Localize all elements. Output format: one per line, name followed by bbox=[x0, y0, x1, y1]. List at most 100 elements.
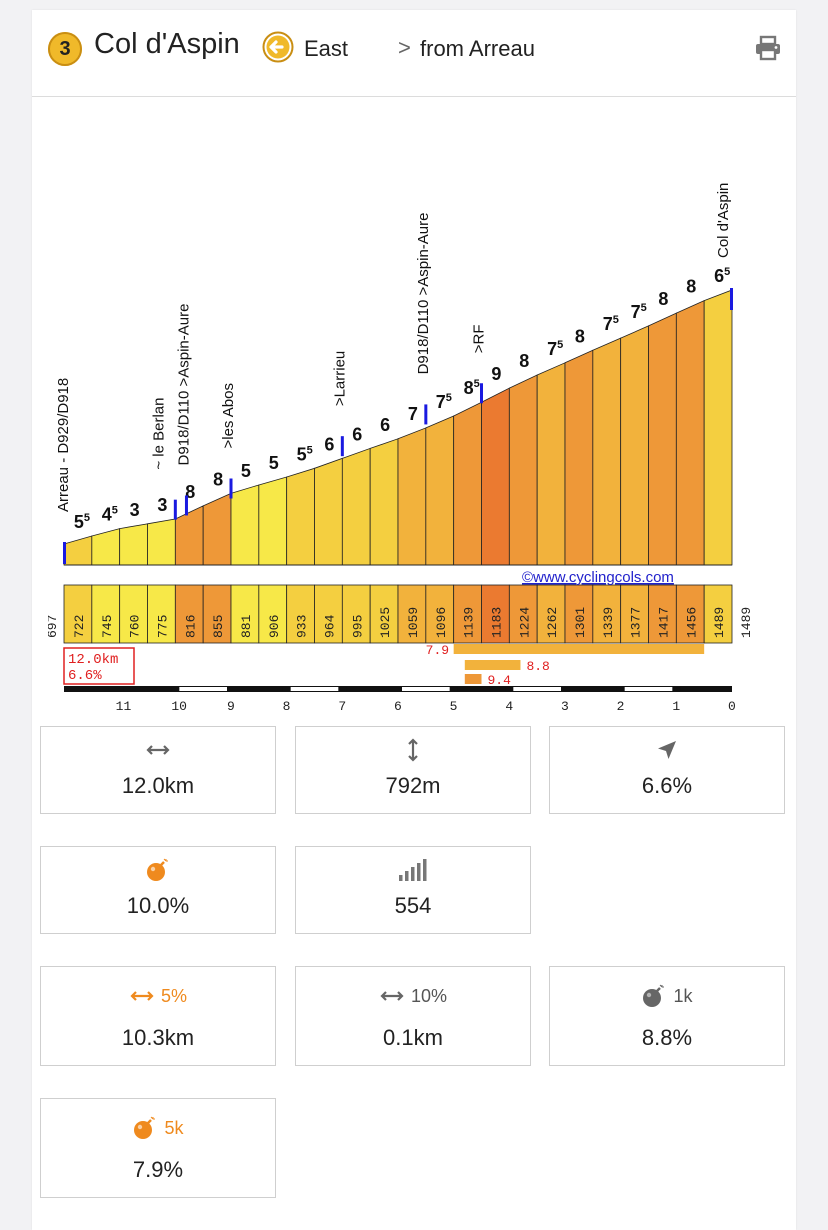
profile-segment bbox=[536, 362, 566, 566]
waypoint-label: Col d'Aspin bbox=[715, 183, 732, 258]
waypoint-label: ~ le Berlan bbox=[150, 398, 167, 470]
altitude-cell bbox=[397, 584, 427, 644]
segment-gradient-label: 75 bbox=[547, 339, 563, 359]
profile-segment bbox=[675, 299, 705, 566]
waypoint-label: >Larrieu bbox=[331, 351, 348, 406]
segment-gradient-label: 55 bbox=[297, 444, 313, 464]
altitude-cell bbox=[258, 584, 288, 644]
max-gradient-value: 10.0% bbox=[126, 893, 190, 918]
distance-over-10pct-label: 10% bbox=[410, 985, 448, 1006]
profile-segment bbox=[425, 415, 455, 566]
steepest-section-bar bbox=[464, 660, 521, 670]
km-tick-label: 1 bbox=[672, 699, 680, 714]
profile-segment bbox=[230, 484, 260, 566]
waypoint-marker bbox=[229, 478, 233, 499]
difficulty-value: 554 bbox=[394, 893, 432, 918]
km-tick-label: 7 bbox=[338, 699, 346, 714]
km-scale-cell bbox=[235, 687, 283, 691]
altitude-label: 1096 bbox=[434, 607, 449, 638]
km-tick-label: 8 bbox=[283, 699, 291, 714]
from-start-label[interactable]: from Arreau bbox=[420, 36, 535, 61]
bomb-icon bbox=[134, 1116, 156, 1139]
steepest-1k-value: 8.8% bbox=[641, 1025, 693, 1050]
altitude-label: 1301 bbox=[573, 607, 588, 638]
bomb-icon bbox=[643, 984, 665, 1007]
profile-segment bbox=[508, 374, 538, 566]
segment-gradient-label: 8 bbox=[686, 277, 696, 297]
km-tick-label: 4 bbox=[505, 699, 513, 714]
altitude-cell bbox=[119, 584, 148, 644]
km-scale-cell bbox=[290, 687, 339, 691]
segment-gradient-label: 7 bbox=[408, 404, 418, 424]
col-name: Col d'Aspin bbox=[94, 28, 240, 60]
category-badge: 3 bbox=[48, 32, 82, 66]
distance-value: 12.0km bbox=[121, 773, 195, 798]
navigation-arrow-icon bbox=[658, 741, 676, 759]
waypoint-label: >RF bbox=[471, 324, 488, 353]
height-gain-value: 792m bbox=[385, 773, 441, 798]
altitude-label: 1262 bbox=[545, 607, 560, 638]
km-scale-cell bbox=[569, 687, 617, 691]
profile-segment bbox=[258, 476, 288, 566]
distance-over-10pct-value: 0.1km bbox=[383, 1025, 443, 1050]
summary-box bbox=[63, 647, 135, 685]
km-tick-label: 6 bbox=[394, 699, 402, 714]
max-gradient-tile: 10.0% bbox=[40, 846, 276, 934]
altitude-label: 881 bbox=[239, 614, 254, 638]
printer-icon[interactable] bbox=[754, 35, 782, 61]
steepest-5k-value: 7.9% bbox=[132, 1157, 184, 1182]
profile-segment bbox=[369, 438, 399, 566]
climb-card: 3 Col d'Aspin East > from Arreau 55 722 45… bbox=[32, 10, 796, 1230]
km-scale-cell bbox=[680, 687, 728, 691]
altitude-label: 1183 bbox=[489, 607, 504, 638]
steepest-1k-tile: 1k 8.8% bbox=[549, 966, 785, 1066]
km-tick-label: 11 bbox=[116, 699, 132, 714]
waypoint-label: D918/D110 >Aspin-Aure bbox=[175, 304, 192, 466]
profile-segment bbox=[147, 518, 176, 566]
km-tick-label: 5 bbox=[450, 699, 458, 714]
segment-gradient-label: 75 bbox=[631, 302, 647, 322]
segment-gradient-label: 8 bbox=[658, 289, 668, 309]
steepest-section-bar bbox=[453, 644, 705, 654]
altitude-cell bbox=[481, 584, 510, 644]
km-scale-cell bbox=[123, 687, 172, 691]
altitude-cell bbox=[703, 584, 733, 644]
altitude-label: 1059 bbox=[406, 607, 421, 638]
altitude-cell bbox=[425, 584, 455, 644]
start-marker bbox=[63, 542, 66, 564]
profile-segment bbox=[592, 337, 622, 566]
profile-segment bbox=[202, 492, 232, 566]
waypoint-marker bbox=[340, 436, 344, 457]
altitude-label: 775 bbox=[155, 615, 170, 638]
waypoint-label: D918/D110 >Aspin-Aure bbox=[415, 213, 432, 375]
waypoint-label: Arreau - D929/D918 bbox=[55, 378, 72, 512]
distance-over-5pct-tile: 5% 10.3km bbox=[40, 966, 276, 1066]
waypoint-marker bbox=[424, 404, 428, 425]
profile-segment bbox=[286, 467, 315, 566]
avg-gradient-value: 6.6% bbox=[641, 773, 693, 798]
distance-tile: 12.0km bbox=[40, 726, 276, 814]
steepest-section-label: 8.8 bbox=[526, 659, 549, 674]
altitude-cell bbox=[369, 584, 399, 644]
profile-segment bbox=[314, 457, 343, 566]
altitude-cell bbox=[63, 584, 93, 644]
profile-segment bbox=[703, 289, 733, 566]
altitude-label: 1025 bbox=[378, 607, 393, 638]
segment-gradient-label: 65 bbox=[714, 266, 730, 286]
altitude-label: 722 bbox=[72, 615, 87, 638]
chevron-right-icon: > bbox=[398, 35, 411, 60]
segment-gradient-label: 6 bbox=[380, 415, 390, 435]
altitude-label: 1339 bbox=[601, 607, 616, 638]
segment-gradient-label: 85 bbox=[464, 378, 480, 398]
altitude-cell bbox=[536, 584, 566, 644]
distance-over-10pct-tile: 10% 0.1km bbox=[295, 966, 531, 1066]
profile-segment bbox=[91, 528, 121, 566]
altitude-cell bbox=[202, 584, 232, 644]
profile-segment bbox=[174, 505, 204, 566]
altitude-cell bbox=[230, 584, 260, 644]
km-scale-cell bbox=[346, 687, 394, 691]
summary-gradient: 6.6% bbox=[68, 668, 102, 684]
vertical-arrows-icon bbox=[408, 738, 418, 762]
credit-link: ©www.cyclingcols.com bbox=[522, 569, 674, 586]
km-tick-label: 2 bbox=[617, 699, 625, 714]
